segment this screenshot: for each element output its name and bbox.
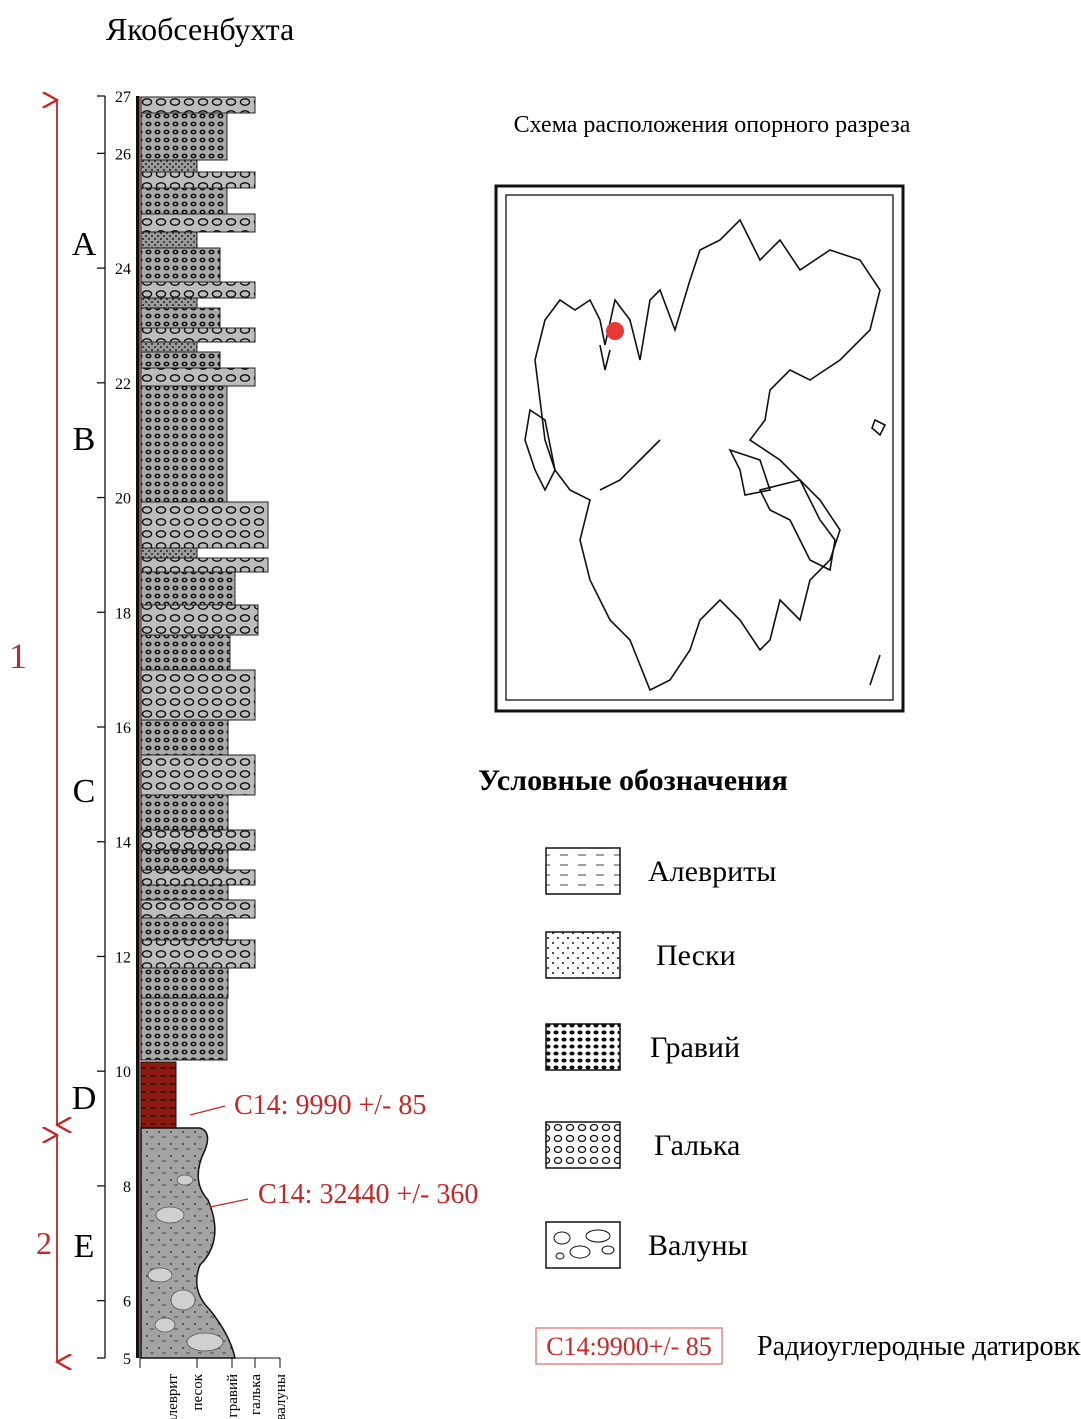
layer	[141, 918, 228, 940]
layer	[141, 248, 220, 282]
grain-label: тилл валуны	[273, 1374, 289, 1419]
unit-label: A	[72, 226, 97, 263]
layer	[141, 232, 197, 248]
legend-swatch	[546, 1024, 620, 1070]
legend-swatch	[546, 932, 620, 978]
unit-label: E	[74, 1228, 95, 1265]
layer	[141, 720, 228, 755]
layer	[141, 113, 227, 160]
depth-tick-label: 16	[115, 720, 131, 737]
map-frame	[496, 186, 903, 711]
site-marker	[606, 322, 624, 340]
figure: Якобсенбухта алеврит песок гравий галька тил…	[0, 0, 1081, 1419]
legend-label: Валуны	[648, 1229, 748, 1262]
depth-tick-label: 8	[123, 1179, 131, 1196]
layer	[141, 850, 228, 870]
date-caption: Радиоуглеродные датировки	[757, 1331, 1081, 1362]
date-sample: C14:9900+/- 85	[546, 1332, 712, 1361]
date-leader	[210, 1199, 248, 1207]
layer	[141, 502, 268, 548]
unit-label: D	[72, 1080, 97, 1117]
layer	[141, 548, 197, 558]
layer	[141, 188, 227, 214]
legend-label: Гравий	[650, 1031, 740, 1064]
layer	[141, 755, 255, 795]
sequence-label: 1	[9, 636, 27, 676]
legend: Алевриты Пески Гравий Галька Валуны	[546, 848, 776, 1268]
date-leader	[190, 1106, 225, 1115]
layer	[141, 368, 255, 386]
layer	[141, 885, 228, 900]
layer	[141, 795, 228, 830]
unit-d-layer	[141, 1062, 176, 1128]
layer	[141, 352, 220, 368]
title: Якобсенбухта	[106, 11, 294, 47]
legend-label: Галька	[654, 1129, 740, 1162]
date-label: C14: 9990 +/- 85	[234, 1090, 426, 1121]
legend-title: Условные обозначения	[478, 764, 788, 797]
layer	[141, 160, 197, 172]
legend-label: Алевриты	[648, 855, 776, 888]
layer	[141, 605, 258, 635]
layer	[141, 635, 230, 670]
layer	[141, 342, 197, 352]
layer	[141, 97, 255, 113]
layer	[141, 968, 228, 998]
depth-tick-label: 27	[115, 89, 131, 106]
date-label: C14: 32440 +/- 360	[258, 1179, 478, 1210]
depth-tick-label: 24	[115, 261, 131, 278]
grain-axis-labels: алеврит песок гравий галька тилл валуны	[140, 1358, 289, 1419]
grain-label: гравий	[225, 1374, 241, 1417]
depth-tick-label: 26	[115, 146, 131, 163]
layer	[141, 670, 255, 720]
depth-tick-label: 18	[115, 605, 131, 622]
unit-label: B	[73, 421, 96, 458]
map-coastline	[525, 220, 885, 690]
depth-tick-label: 5	[123, 1351, 131, 1368]
depth-tick-label: 14	[115, 835, 131, 852]
legend-swatch	[546, 1222, 620, 1268]
layer	[141, 830, 255, 850]
legend-label: Пески	[656, 939, 736, 972]
legend-swatch	[546, 1122, 620, 1168]
layer	[141, 900, 255, 918]
depth-tick-label: 10	[115, 1064, 131, 1081]
depth-tick-label: 20	[115, 491, 131, 508]
depth-tick-label: 6	[123, 1294, 131, 1311]
grain-label: галька	[248, 1374, 264, 1415]
grain-label: алеврит	[165, 1374, 181, 1419]
layer	[141, 298, 197, 308]
layer	[141, 558, 268, 572]
grain-label: песок	[190, 1373, 206, 1410]
layer	[141, 940, 255, 968]
column-edge	[136, 96, 140, 1358]
legend-swatch	[546, 848, 620, 894]
layer	[141, 870, 255, 885]
map-frame-inner	[506, 195, 893, 700]
layer	[141, 172, 255, 188]
depth-tick-label: 22	[115, 376, 131, 393]
layer	[141, 386, 227, 502]
unit-label: C	[73, 773, 96, 810]
layer	[141, 282, 255, 298]
depth-tick-label: 12	[115, 949, 131, 966]
layer	[141, 572, 235, 605]
layer	[141, 328, 255, 342]
column-layers	[141, 97, 268, 1060]
layer	[141, 214, 255, 232]
layer	[141, 308, 220, 328]
layer	[141, 998, 227, 1060]
sequence-label: 2	[36, 1225, 52, 1261]
map-title: Схема расположения опорного разреза	[514, 112, 911, 138]
